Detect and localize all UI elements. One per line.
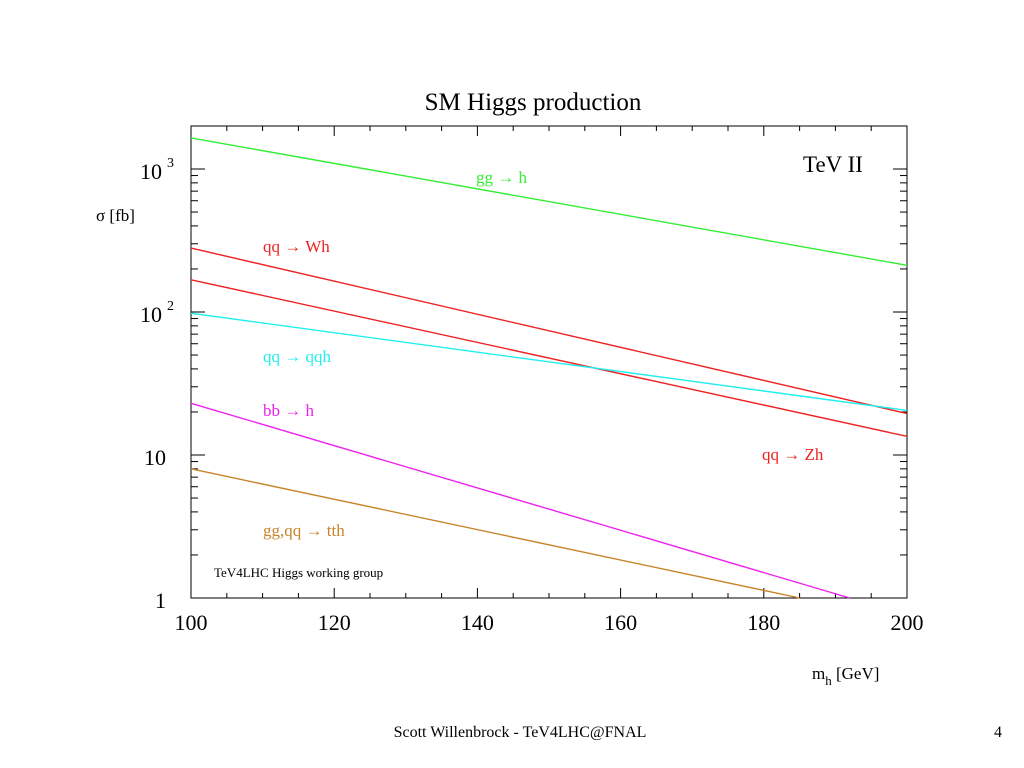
working-group-annotation: TeV4LHC Higgs working group <box>214 565 383 580</box>
series-label: qq → Zh <box>762 445 824 464</box>
series-labels: gg → h qq → Wh qq → Zh qq → qqh bb → h gg,qq … <box>263 168 824 540</box>
x-tick-label: 180 <box>747 610 780 635</box>
series-label: bb → h <box>263 401 315 420</box>
x-tick-label: 140 <box>461 610 494 635</box>
x-tick-label: 100 <box>175 610 208 635</box>
y-tick-label: 10 <box>144 445 166 470</box>
series-label: qq → Wh <box>263 237 330 256</box>
x-tick-label: 160 <box>604 610 637 635</box>
x-axis-label: mh [GeV] <box>812 664 879 688</box>
collider-annotation: TeV II <box>803 152 863 177</box>
series-line <box>190 312 908 412</box>
series-lines <box>190 137 908 599</box>
axis-ticks <box>190 126 908 599</box>
series-label: qq → qqh <box>263 347 332 366</box>
series-line <box>190 279 908 438</box>
page-number: 4 <box>994 724 1002 741</box>
chart-title: SM Higgs production <box>425 89 642 116</box>
x-tick-label: 200 <box>891 610 924 635</box>
series-line <box>190 468 800 599</box>
footer-credit: Scott Willenbrock - TeV4LHC@FNAL <box>393 724 647 741</box>
series-label: gg → h <box>476 168 528 187</box>
series-line <box>190 137 908 267</box>
y-axis-label: σ [fb] <box>96 206 135 225</box>
y-tick-label: 10 3 <box>140 156 174 184</box>
series-line <box>190 402 850 599</box>
x-tick-label: 120 <box>318 610 351 635</box>
higgs-production-chart: SM Higgs production 100 120 140 160 180 200 1… <box>96 89 924 688</box>
y-tick-label: 1 <box>155 588 166 613</box>
series-line <box>190 247 908 415</box>
series-label: gg,qq → tth <box>263 521 345 540</box>
x-tick-labels: 100 120 140 160 180 200 <box>175 610 924 635</box>
y-tick-label: 10 2 <box>140 299 174 327</box>
